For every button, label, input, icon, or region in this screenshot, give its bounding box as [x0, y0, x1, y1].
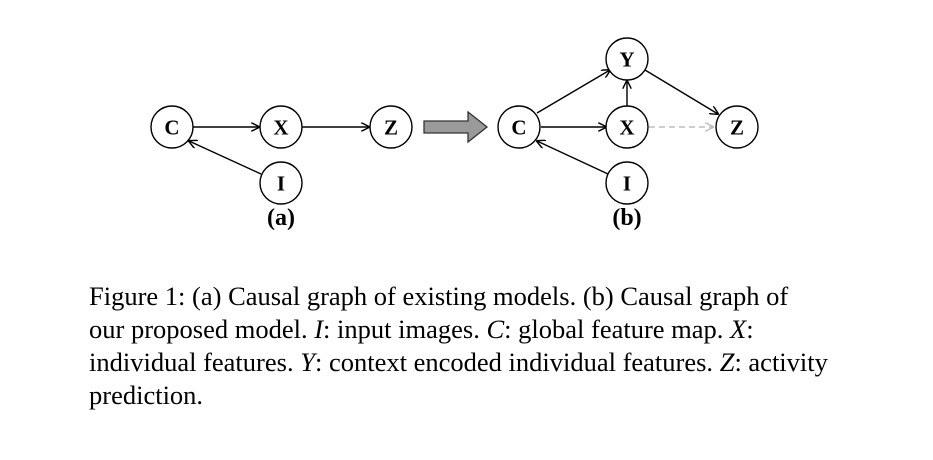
- node-b-x: X: [605, 105, 649, 149]
- figure-caption: Figure 1: (a) Causal graph of existing m…: [89, 280, 829, 412]
- node-a-x-label: X: [273, 116, 288, 140]
- panel-a-label: (a): [267, 205, 295, 231]
- node-a-z-label: Z: [384, 116, 398, 140]
- caption-text-c: : global feature map.: [504, 314, 731, 344]
- node-b-y-label: Y: [619, 48, 634, 72]
- node-b-i: I: [605, 161, 649, 205]
- node-b-x-label: X: [619, 116, 634, 140]
- node-b-z: Z: [715, 105, 759, 149]
- node-b-y: Y: [605, 37, 649, 81]
- caption-symbol-c: C: [486, 314, 505, 344]
- node-b-c-label: C: [511, 116, 526, 140]
- caption-text-i: : input images.: [323, 314, 487, 344]
- node-a-x: X: [259, 105, 303, 149]
- node-a-c-label: C: [164, 116, 179, 140]
- panel-b: C X Y Z I (b): [497, 37, 759, 231]
- caption-symbol-i: I: [314, 314, 324, 344]
- caption-text-y: : context encoded individual features.: [314, 347, 720, 377]
- caption-text-z: : activity prediction.: [89, 347, 828, 410]
- caption-text-x: : individual features.: [89, 314, 754, 377]
- edge-b-i-to-c: [537, 141, 609, 175]
- caption-symbol-z: Z: [719, 347, 735, 377]
- caption-prefix: Figure 1: (a) Causal graph of existing m…: [89, 281, 789, 344]
- caption-symbol-x: X: [730, 314, 747, 344]
- transition-arrow: [423, 110, 489, 144]
- panel-b-label: (b): [612, 205, 641, 231]
- node-b-i-label: I: [623, 172, 631, 196]
- node-a-c: C: [150, 105, 194, 149]
- edge-b-y-to-z: [644, 69, 718, 114]
- node-b-c: C: [497, 105, 541, 149]
- node-a-i: I: [259, 161, 303, 205]
- node-a-z: Z: [369, 105, 413, 149]
- caption-symbol-y: Y: [300, 347, 315, 377]
- node-b-z-label: Z: [730, 116, 744, 140]
- panel-a: C X Z I (a): [150, 105, 413, 231]
- edge-b-c-to-y: [536, 70, 610, 114]
- node-a-i-label: I: [277, 172, 285, 196]
- edge-a-i-to-c: [189, 141, 262, 175]
